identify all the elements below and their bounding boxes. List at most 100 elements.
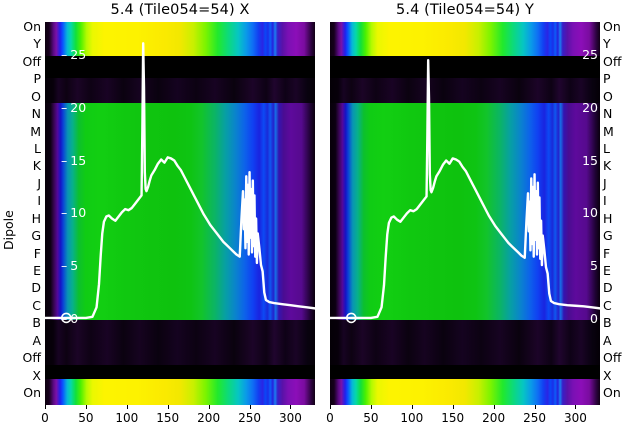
- y-category-label: Off: [603, 350, 622, 366]
- x-tick-label: 250: [238, 411, 261, 425]
- panel-title-y: 5.4 (Tile054=54) Y: [396, 2, 534, 18]
- x-tick-label: 50: [78, 411, 94, 425]
- band-upper-dark: [330, 78, 600, 103]
- x-tick-mark: [575, 405, 577, 409]
- y-category-label: N: [603, 106, 613, 122]
- y-tick-label: –5: [61, 258, 79, 274]
- y-tick-label: 25: [582, 47, 598, 62]
- x-tick-label: 0: [41, 411, 49, 425]
- y-category-label: P: [33, 71, 41, 87]
- x-tick-label: 50: [363, 411, 379, 425]
- y-category-label: I: [603, 193, 607, 209]
- y-category-label: M: [603, 123, 614, 139]
- y-category-label: D: [31, 280, 41, 296]
- y-category-label: On: [23, 385, 41, 400]
- x-tick-label: 100: [400, 411, 424, 425]
- y-tick-label: 20: [582, 99, 598, 115]
- x-tick-label: 150: [156, 411, 180, 425]
- heatmap-panel-y[interactable]: 0 5 10 15 20 25: [330, 22, 600, 405]
- band-lower-gap: [45, 365, 315, 379]
- y-category-label: On: [23, 19, 41, 34]
- x-tick-mark: [45, 405, 46, 409]
- y-category-label: On: [603, 19, 621, 34]
- y-category-label: I: [37, 193, 41, 209]
- y-category-label: F: [603, 245, 611, 261]
- x-tick-mark: [452, 405, 454, 409]
- band-top-bright: [330, 22, 600, 56]
- y-category-label: E: [603, 263, 611, 278]
- y-category-label: Off: [603, 53, 622, 69]
- y-category-label: K: [32, 158, 41, 174]
- y-tick-label: –0: [61, 311, 79, 326]
- x-tick-mark: [493, 405, 495, 409]
- y-category-label: Off: [22, 350, 41, 366]
- y-category-label: H: [31, 210, 41, 226]
- y-category-label: G: [603, 228, 613, 244]
- x-tick-label: 300: [564, 411, 587, 425]
- x-tick-mark: [370, 405, 372, 409]
- panel-title-x: 5.4 (Tile054=54) X: [110, 2, 250, 18]
- y-category-label: L: [34, 141, 41, 156]
- y-tick-label: 0: [590, 311, 598, 326]
- band-upper-dark: [45, 78, 315, 103]
- y-category-label: C: [32, 297, 41, 313]
- x-tick-mark: [411, 405, 413, 409]
- y-category-label: D: [603, 280, 613, 296]
- x-tick-label: 200: [197, 411, 221, 425]
- y-category-label: F: [33, 245, 41, 261]
- y-category-label: P: [603, 71, 611, 87]
- x-tick-mark: [534, 405, 536, 409]
- y-tick-label: –15: [61, 152, 87, 168]
- y-category-label: Off: [22, 53, 41, 69]
- heatmap-panel-x[interactable]: –0 –5 –10 –15 –20 –25: [45, 22, 315, 405]
- y-tick-label: –10: [61, 205, 87, 221]
- y-category-label: K: [603, 158, 612, 174]
- band-main-field: [330, 103, 600, 320]
- y-category-label: B: [603, 315, 612, 331]
- y-category-label: H: [603, 210, 613, 226]
- y-category-label: O: [31, 88, 41, 104]
- x-tick-label: 0: [326, 411, 334, 425]
- x-tick-label: 300: [279, 411, 302, 425]
- band-upper-gap: [330, 56, 600, 78]
- x-tick-label: 150: [441, 411, 465, 425]
- profile-curve-y: [330, 59, 600, 324]
- y-category-label: X: [603, 367, 612, 383]
- y-tick-label: 15: [582, 152, 598, 168]
- x-tick-mark: [330, 405, 331, 409]
- band-lower-gap: [330, 365, 600, 379]
- band-lower-dark: [330, 320, 600, 365]
- x-tick-mark: [167, 405, 169, 409]
- band-top-bright: [45, 22, 315, 56]
- y-category-label: L: [603, 141, 610, 156]
- x-tick-label: 250: [523, 411, 546, 425]
- y-category-label: G: [31, 228, 41, 244]
- band-bottom-bright: [45, 379, 315, 405]
- y-tick-label: 5: [590, 258, 598, 274]
- y-category-label: Y: [33, 36, 41, 52]
- y-category-label: On: [603, 385, 621, 400]
- y-tick-label: –20: [61, 99, 87, 115]
- y-category-label: J: [37, 175, 41, 191]
- band-main-field: [45, 103, 315, 320]
- profile-curve-x: [45, 42, 315, 324]
- x-tick-mark: [208, 405, 210, 409]
- y-category-label: M: [30, 123, 41, 139]
- y-category-label: A: [32, 332, 41, 348]
- band-lower-dark: [45, 320, 315, 365]
- y-tick-label: 10: [582, 205, 598, 221]
- y-category-label: J: [603, 175, 607, 191]
- band-upper-gap: [45, 56, 315, 78]
- x-tick-mark: [249, 405, 251, 409]
- band-bottom-bright: [330, 379, 600, 405]
- x-tick-mark: [290, 405, 292, 409]
- y-category-label: C: [603, 297, 612, 313]
- y-category-label: X: [32, 367, 41, 383]
- y-tick-label: –25: [61, 47, 87, 62]
- x-tick-label: 200: [482, 411, 506, 425]
- y-category-label: A: [603, 332, 612, 348]
- y-category-label: N: [31, 106, 41, 122]
- x-tick-mark: [126, 405, 128, 409]
- x-tick-mark: [85, 405, 87, 409]
